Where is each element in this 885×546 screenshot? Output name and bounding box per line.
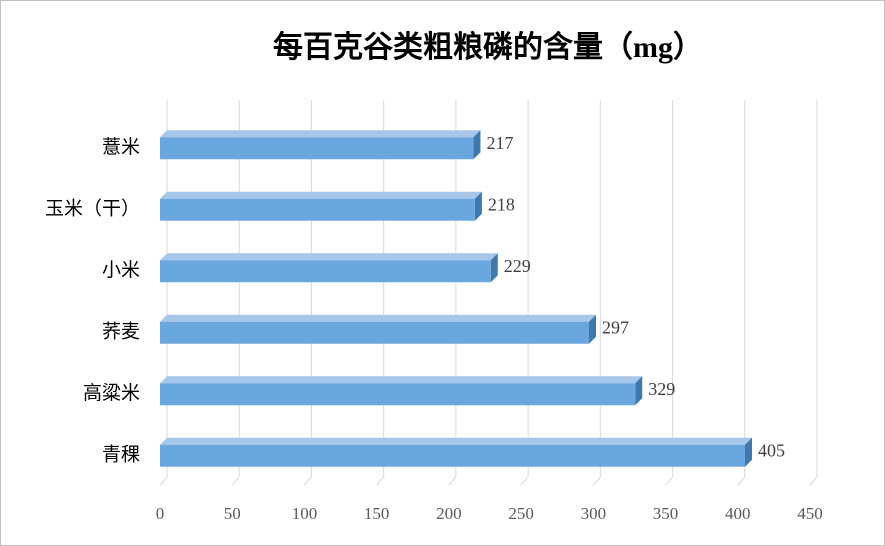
bar-top <box>160 253 498 261</box>
y-tick-label: 荞麦 <box>102 321 140 343</box>
bar-side <box>474 191 482 221</box>
grid-line <box>159 476 168 486</box>
grid-line <box>304 476 312 486</box>
y-tick-label: 高粱米 <box>83 382 140 404</box>
bar-top <box>160 314 596 322</box>
bar-side <box>745 437 752 467</box>
bar <box>160 137 474 160</box>
bar-top <box>160 191 482 199</box>
grid-line <box>448 476 457 486</box>
x-tick-label: 400 <box>725 504 751 523</box>
bar-top <box>160 130 481 138</box>
x-tick-label: 250 <box>508 504 534 523</box>
grid-line <box>809 476 818 486</box>
x-tick-label: 200 <box>436 504 462 523</box>
grid-line <box>231 476 240 486</box>
bar-side <box>473 130 481 160</box>
grid-line <box>376 476 385 486</box>
x-tick-label: 350 <box>653 504 679 523</box>
bar <box>160 383 636 406</box>
data-label: 297 <box>602 317 629 337</box>
bar <box>160 444 745 467</box>
bar-side <box>490 253 498 283</box>
data-label: 405 <box>758 440 785 460</box>
bar <box>160 321 589 344</box>
x-tick-label: 50 <box>224 504 241 523</box>
grid-line <box>592 476 601 486</box>
bar <box>160 198 475 221</box>
data-label: 218 <box>488 194 515 214</box>
data-label: 229 <box>504 256 531 276</box>
x-tick-label: 0 <box>156 504 165 523</box>
bar-top <box>160 376 643 384</box>
x-tick-label: 450 <box>797 504 823 523</box>
y-tick-label: 小米 <box>102 259 140 281</box>
bar-top <box>160 437 752 445</box>
x-tick-label: 100 <box>292 504 318 523</box>
data-label: 329 <box>648 379 675 399</box>
bar-side <box>635 376 643 406</box>
data-label: 217 <box>486 133 513 153</box>
grid-line <box>737 476 746 486</box>
y-tick-label: 青稞 <box>102 444 140 466</box>
chart-title: 每百克谷类粗粮磷的含量（mg） <box>273 30 703 64</box>
y-tick-label: 玉米（干） <box>45 198 140 220</box>
x-tick-label: 150 <box>364 504 390 523</box>
grid-line <box>520 476 529 486</box>
y-tick-label: 薏米 <box>102 136 140 158</box>
grid-line <box>665 476 673 486</box>
bar-side <box>589 314 596 344</box>
bar <box>160 260 491 283</box>
x-tick-label: 300 <box>581 504 607 523</box>
